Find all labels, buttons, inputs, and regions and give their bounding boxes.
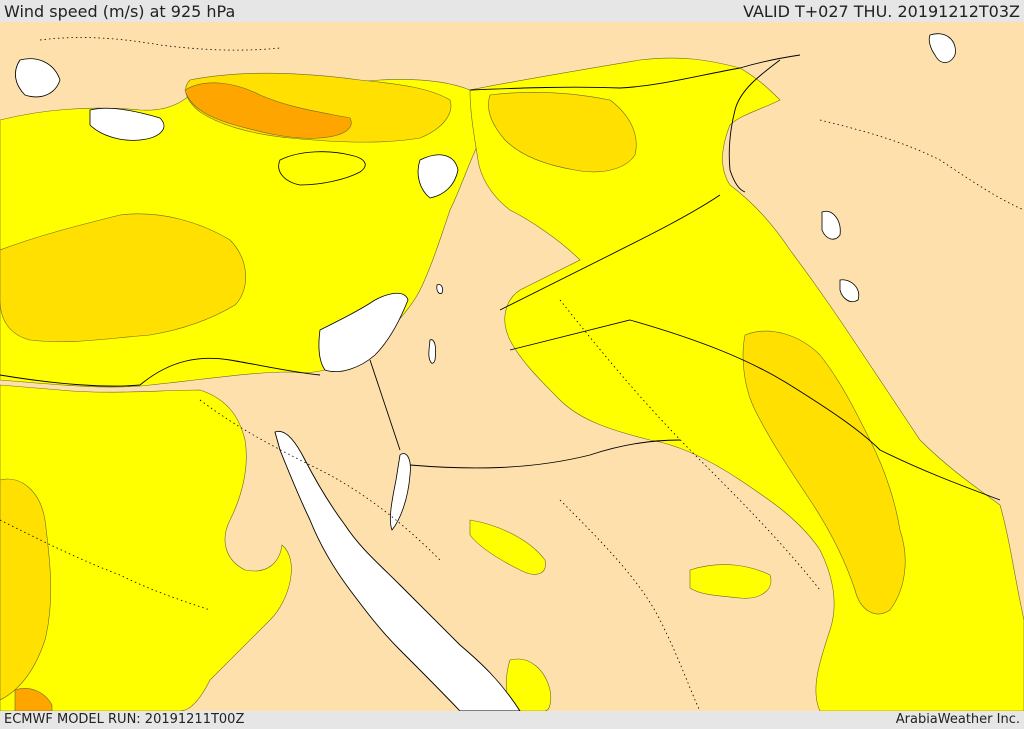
wind-zone-moderate-south (505, 658, 552, 711)
boundary-dotted-3 (559, 499, 701, 711)
wind-zone-moderate-arabia1 (689, 564, 772, 599)
boundary-saudi-interior (409, 439, 681, 469)
boundary-sinai (369, 359, 401, 451)
header-bar: Wind speed (m/s) at 925 hPa VALID T+027 … (0, 0, 1024, 22)
valid-time: VALID T+027 THU. 20191212T03Z (743, 2, 1020, 21)
wind-zone-moderate-southwest (0, 384, 292, 711)
chart-title: Wind speed (m/s) at 925 hPa (4, 2, 236, 21)
cyprus-island (278, 151, 366, 186)
mediterranean-sea-water (89, 107, 165, 141)
wind-zone-fresh-egypt (0, 213, 246, 343)
boundary-dotted-5 (0, 519, 211, 611)
wind-speed-map (0, 22, 1024, 711)
wind-zone-fresh-libya (0, 478, 52, 701)
model-run-label: ECMWF MODEL RUN: 20191211T00Z (4, 712, 245, 727)
boundary-dotted-6 (39, 37, 281, 51)
wind-zone-moderate-arabia2 (469, 519, 546, 575)
boundary-dotted-2 (199, 399, 441, 561)
boundary-dotted-1 (559, 299, 821, 591)
boundary-syria-iraq (469, 54, 801, 91)
lake-water-2 (839, 279, 860, 303)
wind-zone-fresh-iraq (742, 330, 906, 615)
wind-zone-strong-libya (14, 688, 53, 711)
sea-of-galilee-water (436, 284, 444, 294)
gulf-of-aqaba-water (389, 453, 411, 531)
boundary-jordan-saudi (509, 319, 1001, 501)
lake-van-water (928, 33, 956, 63)
map-canvas (0, 22, 1024, 711)
boundary-jordan-iraq (499, 194, 721, 311)
wind-zone-strong-turkey (184, 82, 352, 139)
aegean-water (15, 58, 61, 98)
footer-bar: ECMWF MODEL RUN: 20191211T00Z ArabiaWeat… (0, 711, 1024, 729)
boundary-iran-iraq (728, 59, 781, 193)
boundary-egypt-libya (0, 357, 321, 387)
dead-sea-water (428, 339, 437, 364)
credit-label: ArabiaWeather Inc. (895, 712, 1020, 727)
east-mediterranean-water (318, 292, 409, 372)
wind-zone-fresh-northeast (488, 91, 637, 173)
boundary-dotted-4 (819, 119, 1024, 211)
levant-coast-water (417, 154, 459, 199)
red-sea-water (274, 430, 521, 711)
lake-urmia-water (821, 210, 841, 240)
